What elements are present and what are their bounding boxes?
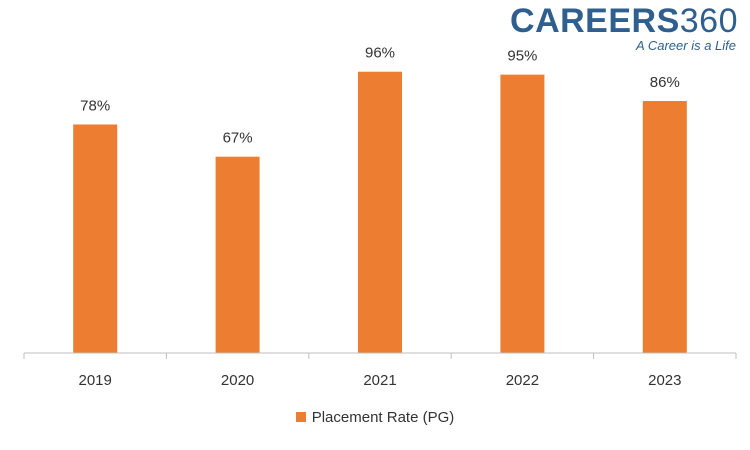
legend-swatch [295,412,306,423]
legend: Placement Rate (PG) [0,409,750,426]
careers360-logo: CAREERS360 A Career is a Life [510,2,738,53]
x-axis: 2019 2020 2021 2022 2023 [23,352,737,389]
bar-2022 [500,74,545,354]
logo-brand: CAREERS [510,2,680,40]
x-tick-label-2019: 2019 [79,372,112,389]
x-tick-label-2022: 2022 [506,372,539,389]
bar-2023 [642,101,687,354]
legend-label: Placement Rate (PG) [311,409,455,426]
bar-2019 [73,124,118,354]
data-label-2023: 86% [650,74,680,91]
data-labels-group: 78% 67% 96% 95% 86% [80,45,680,147]
data-label-2020: 67% [223,130,253,147]
bar-2020 [215,156,260,353]
data-label-2021: 96% [365,45,395,62]
x-tick-label-2021: 2021 [363,372,396,389]
x-tick-label-2020: 2020 [221,372,254,389]
bars-group [73,71,687,354]
logo-number: 360 [679,2,738,40]
data-label-2019: 78% [80,97,110,114]
x-tick-label-2023: 2023 [648,372,681,389]
logo-tagline: A Career is a Life [636,38,736,53]
data-label-2022: 95% [507,48,537,65]
bar-2021 [358,71,402,353]
